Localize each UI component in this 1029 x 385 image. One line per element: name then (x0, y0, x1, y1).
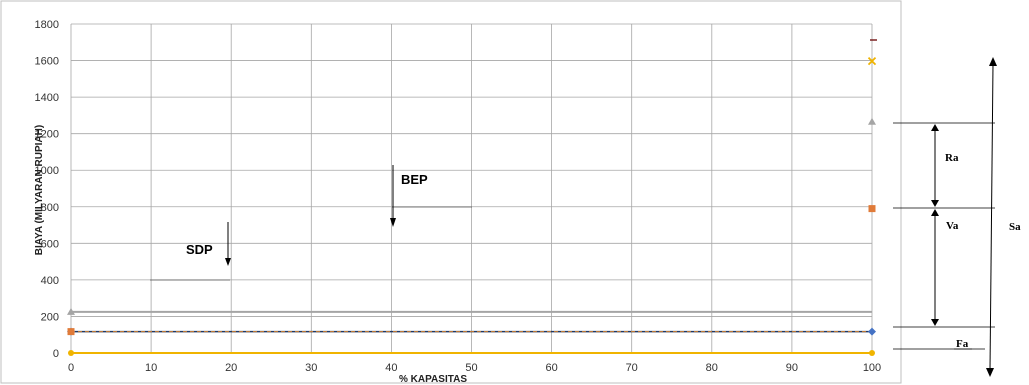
series-group (71, 310, 872, 354)
x-tick-label: 50 (465, 362, 477, 374)
x-tick-label: 60 (545, 362, 557, 374)
tick-labels: 0 200 400 600 800 1000 1200 1400 1600 1800 0 10 20 30… (35, 19, 882, 374)
x-tick-label: 20 (225, 362, 237, 374)
data-point (67, 307, 75, 315)
x-tick-label: 40 (385, 362, 397, 374)
ra-arrow-head-up (931, 124, 939, 131)
y-tick-label: 0 (53, 348, 59, 360)
y-tick-label: 1400 (35, 92, 59, 104)
y-tick-label: 600 (41, 238, 59, 250)
sa-arrow-head-down (986, 368, 994, 377)
sdp-arrow-head (225, 258, 231, 266)
data-point (869, 350, 875, 356)
ra-label: Ra (945, 152, 959, 164)
y-tick-label: 1000 (35, 165, 59, 177)
va-label: Va (946, 220, 959, 232)
sa-arrow-shaft (989, 63, 994, 371)
fa-label: Fa (956, 338, 969, 350)
sa-arrow-head-up (989, 57, 997, 66)
sa-label: Sa (1009, 221, 1021, 233)
y-tick-label: 1200 (35, 129, 59, 141)
x-tick-label: 100 (863, 362, 881, 374)
data-point (67, 328, 75, 336)
y-axis-title: BIAYA (MILYARAN RUPIAH) (34, 125, 45, 255)
x-tick-label: 30 (305, 362, 317, 374)
y-tick-label: 400 (41, 275, 59, 287)
y-tick-label: 1800 (35, 19, 59, 31)
x-tick-label: 80 (706, 362, 718, 374)
x-tick-label: 70 (626, 362, 638, 374)
chart-border (0, 0, 902, 384)
bep-label: BEP (401, 172, 428, 187)
y-tick-label: 200 (41, 311, 59, 323)
x-tick-label: 10 (145, 362, 157, 374)
x-tick-label: 90 (786, 362, 798, 374)
data-point (868, 205, 876, 213)
data-point (868, 117, 876, 125)
x-axis-title: % KAPASITAS (399, 374, 467, 385)
bep-arrow-head (390, 218, 396, 227)
sdp-label: SDP (186, 242, 213, 257)
x-tick-label: 0 (68, 362, 74, 374)
y-tick-label: 1600 (35, 56, 59, 68)
data-point (867, 56, 877, 66)
grid (70, 23, 873, 354)
y-tick-label: 800 (41, 202, 59, 214)
data-point (68, 350, 74, 356)
ra-arrow-head-down (931, 200, 939, 207)
marker-group (67, 56, 877, 356)
va-arrow-head-up (931, 209, 939, 216)
data-point (868, 327, 876, 336)
va-arrow-head-down (931, 319, 939, 326)
